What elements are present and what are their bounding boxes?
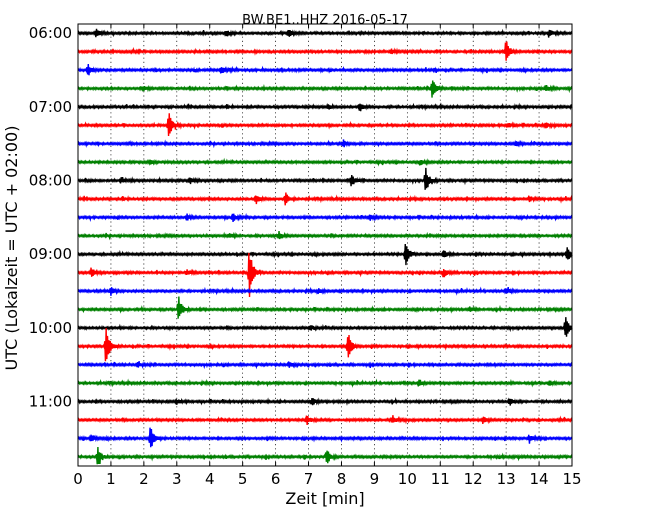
x-tick-label: 12	[464, 470, 483, 488]
y-tick-label: 09:00	[29, 245, 72, 263]
trace-0930	[77, 286, 573, 296]
x-tick-label: 11	[431, 470, 450, 488]
y-tick-label: 06:00	[29, 24, 72, 42]
trace-1130	[77, 427, 573, 448]
trace-1000	[77, 317, 573, 337]
trace-0730	[77, 139, 573, 149]
trace-0915	[77, 252, 573, 297]
trace-1015	[77, 328, 573, 362]
trace-0615	[77, 41, 573, 61]
x-tick-label: 6	[271, 470, 281, 488]
trace-0700	[77, 102, 573, 112]
trace-0745	[77, 157, 573, 167]
traces	[77, 28, 573, 465]
trace-1045	[77, 378, 573, 388]
x-tick-label: 7	[304, 470, 314, 488]
x-tick-label: 10	[398, 470, 417, 488]
y-tick-label: 11:00	[29, 393, 72, 411]
x-axis: 0 1 2 3 4 5 6 7 8 9 10 11 12 13 14 15	[73, 24, 582, 488]
trace-1145	[77, 447, 573, 465]
trace-0600	[77, 28, 573, 38]
trace-0830	[77, 212, 573, 223]
x-axis-label: Zeit [min]	[285, 489, 364, 508]
y-axis-label: UTC (Lokalzeit = UTC + 02:00)	[2, 126, 21, 371]
x-tick-label: 14	[530, 470, 549, 488]
trace-0900	[77, 243, 573, 266]
x-tick-label: 8	[337, 470, 347, 488]
y-tick-label: 07:00	[29, 98, 72, 116]
plot-area: 0 1 2 3 4 5 6 7 8 9 10 11 12 13 14 1506:0007:0008:0009:…	[29, 23, 582, 488]
trace-0845	[77, 231, 573, 241]
trace-0815	[77, 192, 573, 206]
trace-1030	[77, 361, 573, 370]
plot-frame	[77, 23, 573, 467]
x-tick-label: 0	[73, 470, 83, 488]
trace-0800	[77, 167, 573, 190]
y-axis: 06:00 07:00 08:00 09:00 10:00 11:00	[29, 24, 82, 411]
trace-0645	[77, 80, 573, 98]
x-tick-label: 13	[497, 470, 516, 488]
x-tick-label: 5	[238, 470, 248, 488]
x-tick-label: 1	[106, 470, 116, 488]
x-tick-label: 9	[370, 470, 380, 488]
trace-1115	[77, 415, 573, 425]
trace-1100	[77, 396, 573, 406]
y-tick-label: 10:00	[29, 319, 72, 337]
x-tick-label: 2	[139, 470, 149, 488]
trace-0945	[77, 296, 573, 319]
trace-0715	[77, 113, 573, 136]
chart-title: BW.BE1..HHZ 2016-05-17	[242, 13, 408, 28]
x-tick-label: 4	[205, 470, 215, 488]
x-tick-label: 15	[562, 470, 581, 488]
trace-0630	[77, 64, 573, 76]
y-tick-label: 08:00	[29, 172, 72, 190]
x-tick-label: 3	[172, 470, 182, 488]
